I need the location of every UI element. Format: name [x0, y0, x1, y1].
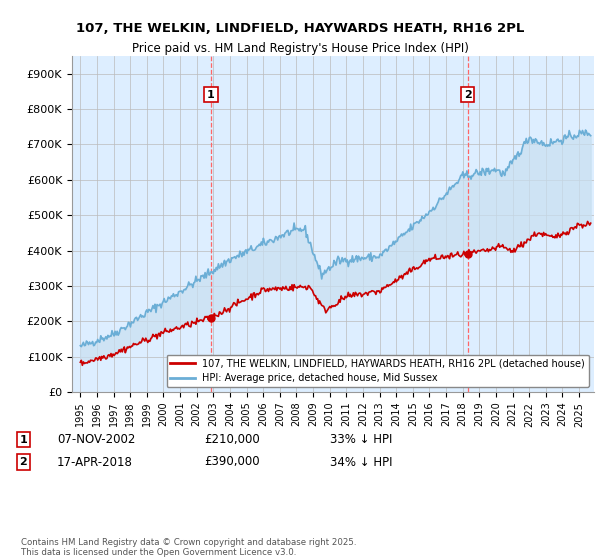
Text: 107, THE WELKIN, LINDFIELD, HAYWARDS HEATH, RH16 2PL: 107, THE WELKIN, LINDFIELD, HAYWARDS HEA… [76, 22, 524, 35]
Text: £390,000: £390,000 [204, 455, 260, 469]
Text: 07-NOV-2002: 07-NOV-2002 [57, 433, 136, 446]
Text: Contains HM Land Registry data © Crown copyright and database right 2025.
This d: Contains HM Land Registry data © Crown c… [21, 538, 356, 557]
Text: 34% ↓ HPI: 34% ↓ HPI [330, 455, 392, 469]
Text: 2: 2 [20, 457, 27, 467]
Text: 17-APR-2018: 17-APR-2018 [57, 455, 133, 469]
Legend: 107, THE WELKIN, LINDFIELD, HAYWARDS HEATH, RH16 2PL (detached house), HPI: Aver: 107, THE WELKIN, LINDFIELD, HAYWARDS HEA… [167, 354, 589, 387]
Text: 1: 1 [20, 435, 27, 445]
Text: Price paid vs. HM Land Registry's House Price Index (HPI): Price paid vs. HM Land Registry's House … [131, 42, 469, 55]
Text: £210,000: £210,000 [204, 433, 260, 446]
Text: 1: 1 [207, 90, 215, 100]
Text: 33% ↓ HPI: 33% ↓ HPI [330, 433, 392, 446]
Text: 2: 2 [464, 90, 472, 100]
